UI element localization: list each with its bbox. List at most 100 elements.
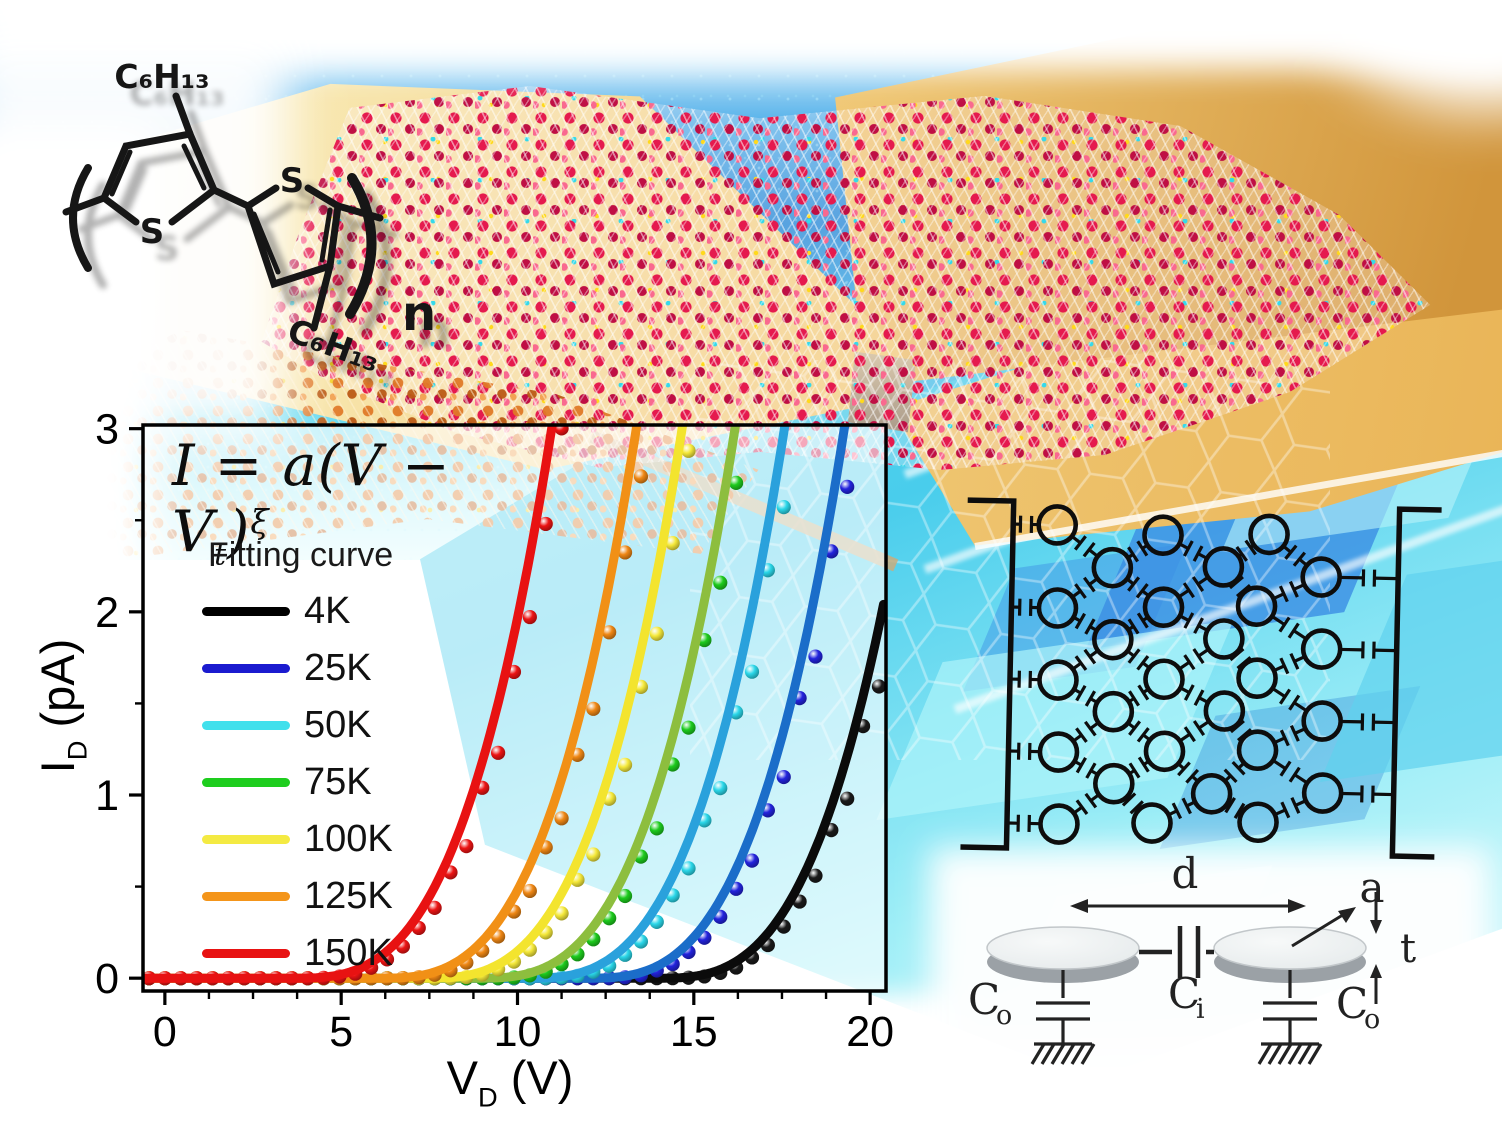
nanoparticle-disk xyxy=(1235,585,1278,627)
nanoparticle-disk xyxy=(1236,657,1278,699)
nanoparticle-disk xyxy=(1038,803,1080,845)
x-tick-label: 10 xyxy=(494,1008,542,1056)
fit-curve-150K xyxy=(143,425,557,983)
y-tick-label: 2 xyxy=(95,589,119,637)
x-axis-symbol: V xyxy=(446,1051,478,1104)
legend-label-125K: 125K xyxy=(304,875,393,917)
capacitor-link xyxy=(1223,760,1246,784)
capacitor-link xyxy=(1014,515,1038,533)
capacitor-link xyxy=(1229,719,1253,742)
capacitor-link xyxy=(1007,814,1040,832)
capacitor-link xyxy=(1074,684,1098,707)
left-ground-capacitor xyxy=(1030,970,1096,1065)
left-parenthesis xyxy=(69,164,92,272)
x-tick-label: 15 xyxy=(670,1008,718,1056)
nanoparticle-disk xyxy=(1092,618,1134,661)
right-ground-capacitor xyxy=(1257,970,1323,1065)
legend-item-25K: 25K xyxy=(202,640,404,697)
inter-cap-sub: i xyxy=(1196,994,1205,1025)
legend-swatch-25K xyxy=(202,664,290,673)
nanoparticle-disk xyxy=(1143,658,1185,701)
nanoparticle-disk xyxy=(1142,586,1185,629)
equation-subscript: t xyxy=(214,536,228,572)
outer-cap-sub-left: o xyxy=(996,1000,1012,1031)
nanoparticle-disk xyxy=(1093,762,1135,805)
legend-label-150K: 150K xyxy=(304,932,393,974)
legend-item-100K: 100K xyxy=(202,811,404,868)
y-axis-unit: (pA) xyxy=(31,638,84,741)
capacitor-link xyxy=(1179,648,1209,671)
capacitor-link xyxy=(1180,612,1208,634)
capacitor-link xyxy=(1235,539,1257,562)
nanoparticle-disk xyxy=(1092,690,1135,733)
legend-swatch-100K xyxy=(202,835,290,844)
nanoparticle-disk xyxy=(1203,690,1246,732)
legend-label-100K: 100K xyxy=(304,818,393,860)
equation-body: I = a(V − V xyxy=(172,433,451,565)
legend-swatch-150K xyxy=(202,949,290,958)
y-tick-label: 0 xyxy=(95,955,119,1003)
repeat-n-label: n xyxy=(402,286,436,342)
capacitor-link xyxy=(1341,641,1396,659)
radius-label: a xyxy=(1359,863,1384,912)
x-tick-label: 5 xyxy=(329,1008,353,1056)
legend-item-4K: 4K xyxy=(202,583,404,640)
x-tick-label: 20 xyxy=(846,1008,894,1056)
nanoparticle-disk xyxy=(1237,801,1279,844)
legend-item-50K: 50K xyxy=(202,697,404,754)
nanoparticle-disk xyxy=(1202,546,1245,588)
white-patch-circuit xyxy=(930,848,1490,1113)
right-disk xyxy=(1213,926,1367,983)
capacitor-link xyxy=(1274,724,1306,747)
capacitor-link xyxy=(1179,720,1210,743)
chart-legend: Fitting curve 4K 25K 50K 75K 100K 125K 150K xyxy=(202,536,404,982)
x-axis-sub: D xyxy=(477,1081,498,1113)
capacitor-link xyxy=(1072,576,1098,599)
capacitor-link xyxy=(1127,540,1149,563)
capacitor-link xyxy=(1009,742,1039,760)
capacitor-link xyxy=(1340,569,1398,587)
y-axis-symbol: I xyxy=(31,760,84,774)
nanoparticle-disk xyxy=(1036,504,1079,546)
legend-swatch-75K xyxy=(202,778,290,787)
capacitor-link xyxy=(1071,535,1098,558)
capacitor-link xyxy=(1074,756,1098,779)
y-axis-title: ID (pA) xyxy=(30,556,92,856)
capacitor-link xyxy=(1341,713,1395,731)
legend-item-150K: 150K xyxy=(202,925,404,982)
ground-hatch xyxy=(1030,1043,1096,1065)
nanoparticle-disk xyxy=(1190,772,1233,815)
outer-cap-label-right: C xyxy=(1336,979,1368,1028)
capacitor-link xyxy=(1271,615,1307,640)
capacitor-link xyxy=(1228,575,1252,598)
legend-swatch-125K xyxy=(202,892,290,901)
nanoparticle-disk xyxy=(1203,618,1245,660)
capacitor-link xyxy=(1275,797,1306,819)
outer-cap-label-left: C xyxy=(968,975,1000,1024)
nanoparticle-disk xyxy=(1301,700,1343,742)
legend-label-25K: 25K xyxy=(304,647,372,689)
x-axis-title: VD (V) xyxy=(360,1050,660,1113)
nanoparticle-disk xyxy=(1037,731,1080,773)
capacitor-link xyxy=(1127,720,1151,743)
right-electrode-bracket xyxy=(1389,506,1442,860)
nanoparticle-disk xyxy=(1036,587,1079,629)
capacitor-link xyxy=(1073,612,1097,635)
nanoparticle-disk xyxy=(1248,513,1290,556)
x-tick-label: 0 xyxy=(153,1008,177,1056)
capacitor-link xyxy=(1229,647,1252,670)
y-tick-label: 1 xyxy=(95,772,119,820)
capacitor-link xyxy=(1127,648,1150,671)
capacitor-link xyxy=(1274,652,1305,675)
thickness-label: t xyxy=(1400,926,1416,972)
ground-hatch xyxy=(1257,1043,1323,1065)
network-body xyxy=(960,497,1442,860)
capacitor-link xyxy=(1073,720,1099,743)
equation-close: ) xyxy=(227,499,251,565)
equation-exponent: ξ xyxy=(250,501,270,541)
capacitor-link xyxy=(1342,785,1393,803)
capacitor-link xyxy=(1126,576,1150,599)
capacitor-link xyxy=(1180,684,1208,706)
legend-title: Fitting curve xyxy=(208,536,394,574)
